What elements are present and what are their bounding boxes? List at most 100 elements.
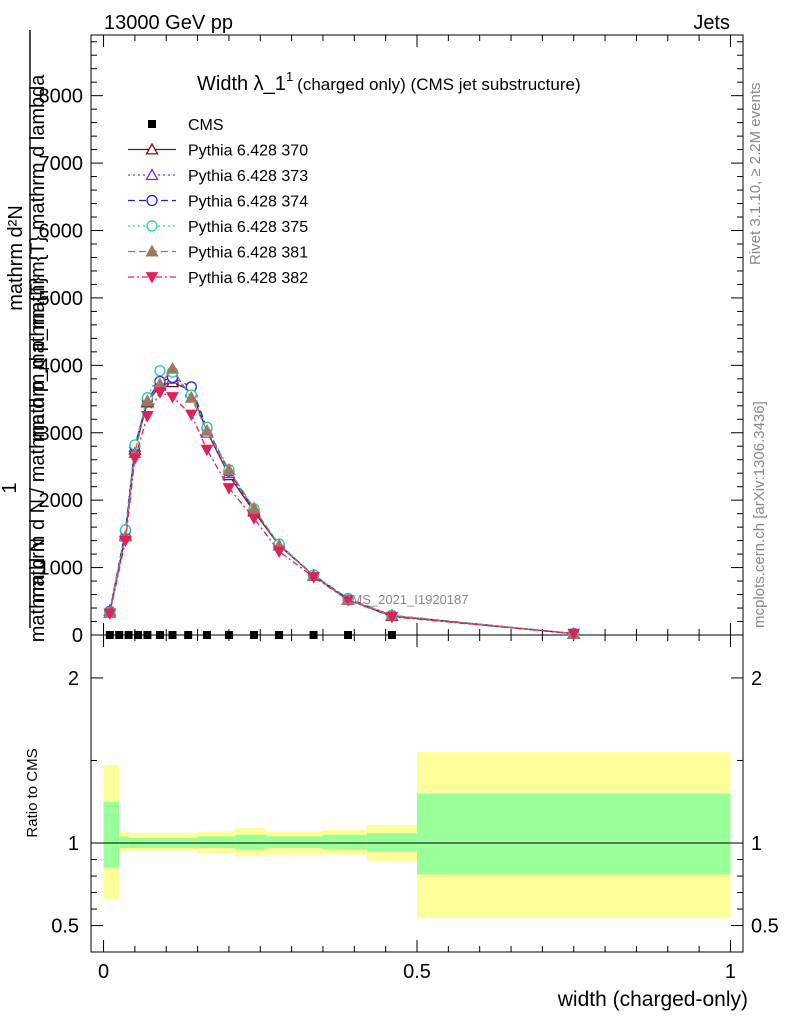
y-tick-label: 5000	[39, 288, 84, 310]
plot-title-rest: (charged only) (CMS jet substructure)	[297, 75, 580, 94]
mcplots-label: mcplots.cern.ch [arXiv:1306.3436]	[751, 401, 768, 628]
legend-label: Pythia 6.428 375	[188, 219, 308, 236]
y-tick-label: 8000	[39, 86, 84, 108]
series-7-point	[119, 535, 132, 548]
y-tick-label: 3000	[39, 423, 84, 445]
series-6-point	[247, 501, 261, 514]
x-tick-label: 1	[725, 961, 736, 983]
series-7-point	[153, 387, 167, 399]
series-5-point	[154, 365, 166, 377]
ratio-band-green	[235, 834, 267, 850]
x-axis-label: width (charged-only)	[557, 988, 748, 1011]
ratio-band-green	[417, 793, 731, 875]
x-tick-label: 0	[98, 961, 109, 983]
series-7-point	[341, 595, 355, 607]
series-1-point	[105, 631, 114, 639]
legend-label: Pythia 6.428 373	[188, 168, 308, 185]
ylabel-top: mathrm d²N	[5, 205, 27, 311]
series-1-point	[168, 631, 177, 639]
ylabel-top2: mathrm d p_mathrm{T} mathrm d lambda	[27, 74, 49, 442]
ratio-y-tick-label: 0.5	[51, 916, 79, 938]
series-7-point	[272, 546, 286, 558]
series-7-point	[247, 513, 261, 525]
series-7-point	[307, 572, 320, 584]
series-1-point	[202, 631, 211, 639]
series-7-point	[567, 628, 581, 641]
legend-marker	[145, 244, 159, 257]
header-left: 13000 GeV pp	[104, 12, 233, 34]
header-right: Jets	[693, 12, 730, 34]
series-1-point	[134, 631, 143, 639]
series-1-point	[115, 631, 124, 639]
ratio-y-tick-label: 2	[68, 668, 79, 690]
legend-marker	[146, 220, 158, 232]
ratio-band-green	[266, 836, 323, 848]
series-7-point	[141, 410, 154, 423]
series-1-point	[155, 631, 164, 639]
ratio-band-green	[103, 801, 120, 868]
main-y-label: mathrm d²N mathrm d p_mathrm{T} mathrm d…	[0, 30, 49, 642]
series-7-point	[103, 608, 117, 620]
ratio-y-tick-label-right: 0.5	[751, 916, 779, 938]
series-6-point	[222, 462, 236, 475]
series-1-point	[275, 631, 284, 639]
legend-marker	[145, 142, 159, 155]
series-1-point	[224, 631, 233, 639]
y-tick-label: 0	[72, 625, 83, 647]
legend-marker	[148, 120, 156, 128]
series-7-point	[385, 611, 399, 624]
series-6-point	[200, 423, 214, 436]
y-tick-label: 2000	[39, 490, 84, 512]
y-tick-label: 6000	[39, 221, 84, 243]
legend-label: Pythia 6.428 381	[188, 245, 308, 262]
series-1-point	[143, 631, 152, 639]
legend-marker	[145, 168, 159, 181]
y-tick-label: 1000	[39, 558, 84, 580]
y-tick-label: 4000	[39, 355, 84, 377]
series-7-line	[109, 391, 574, 635]
legend-label: CMS	[188, 117, 224, 134]
ylabel-one: 1	[0, 482, 21, 493]
main-axes: 0 1000 2000 3000 4000 5000 6000 7000 8000	[39, 35, 743, 647]
series-6-line	[109, 367, 574, 635]
legend: CMS Pythia 6.428 370 Pythia 6.428 373 Pythi…	[128, 117, 308, 287]
legend-label: Pythia 6.428 382	[188, 270, 308, 287]
ratio-band-green	[197, 836, 236, 848]
ratio-band-green	[366, 833, 417, 852]
ratio-axes: 0 0.5 1 0.5 0.5 1 1 2 2	[51, 635, 779, 983]
series-7-point	[128, 453, 142, 465]
series-7-point	[200, 444, 214, 457]
ratio-y-tick-label-right: 1	[751, 833, 762, 855]
series-6-point	[140, 394, 155, 407]
series-1-point	[344, 631, 353, 639]
analysis-watermark: CMS_2021_I1920187	[342, 592, 469, 607]
x-tick-label: 0.5	[403, 961, 431, 983]
legend-marker	[146, 194, 158, 207]
series-1-point	[250, 631, 258, 639]
rivet-version-label: Rivet 3.1.10, ≥ 2.2M events	[747, 83, 764, 266]
series-6-point	[165, 361, 180, 374]
series-7-point	[184, 409, 198, 422]
series-1-point	[124, 631, 133, 639]
ylabel-bottom2: mathrm d N	[27, 538, 49, 642]
legend-label: Pythia 6.428 374	[188, 194, 308, 211]
plot-title-sup: 1	[286, 69, 293, 84]
series-1-point	[184, 631, 193, 639]
ratio-band-green	[322, 834, 367, 850]
ratio-band-green	[119, 836, 129, 848]
ylabel-bottom: mathrm d N / mathrm d p_mathrm{T}	[27, 276, 49, 603]
series-1-point	[387, 631, 396, 639]
series-6-point	[184, 390, 198, 403]
legend-label: Pythia 6.428 370	[188, 143, 308, 160]
ratio-y-tick-label: 1	[68, 833, 79, 855]
plot-title-main: Width λ_1	[197, 73, 286, 95]
series-7-point	[222, 483, 236, 495]
series-7-point	[166, 392, 179, 404]
ratio-y-tick-label-right: 2	[751, 668, 762, 690]
series-1-point	[309, 631, 318, 639]
ratio-y-label: Ratio to CMS	[24, 748, 41, 837]
main-series	[103, 361, 581, 641]
plot-title: Width λ_11 (charged only) (CMS jet substr…	[197, 69, 581, 95]
ratio-bands	[103, 752, 731, 918]
